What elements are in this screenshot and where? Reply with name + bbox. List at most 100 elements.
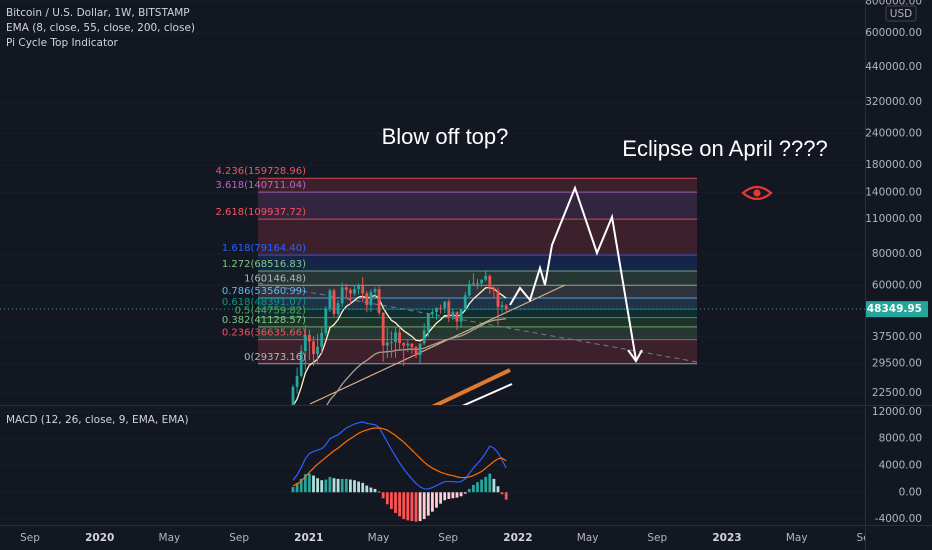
y-tick-label: 240000.00 [865,128,922,140]
x-tick-label: 2023 [712,532,741,544]
histogram-bar [373,488,377,493]
x-tick-label: 2021 [294,532,323,544]
histogram-bar [463,492,467,494]
histogram-bar [328,476,332,493]
fib-retracement [258,177,697,365]
arrow-head [627,349,643,363]
y-tick-label: 600000.00 [865,27,922,39]
candle-body [431,312,434,314]
x-tick-label: May [368,532,390,544]
axes: 800000.00 600000.00 440000.00 320000.00 2400… [215,0,928,525]
histogram-bar [377,491,381,493]
histogram-bar [467,488,471,493]
histogram-bar [443,492,447,501]
x-tick-label: May [786,532,808,544]
histogram-bar [324,479,328,493]
symbol-title: Bitcoin / U.S. Dollar, 1W, BITSTAMP [6,7,190,19]
fib-band [258,178,697,193]
x-tick-label: Sep [647,532,667,544]
fib-label: 3.618(140711.04) [215,180,306,191]
fib-band [258,339,697,364]
histogram-bar [340,478,344,493]
histogram-bar [357,481,360,493]
fib-label: 2.618(109937.72) [215,207,306,218]
currency: USD [890,8,912,20]
histogram-bar [332,478,336,493]
y-tick-label: 180000.00 [865,159,922,171]
candle-body [381,312,385,346]
histogram-bar [426,492,430,516]
fib-band [258,326,697,340]
candle-body [426,313,430,331]
histogram-bar [496,486,500,493]
y-tick-label: 37500.00 [872,331,922,343]
candle-body [328,290,332,309]
candle-body [484,275,488,280]
candle-body [463,295,467,310]
candle-body [472,283,475,285]
histogram-bar [394,492,397,514]
price-pane [0,270,865,405]
candle-body [344,287,348,290]
histogram-bar [451,492,455,499]
x-tick-label: May [577,532,599,544]
candle-body [340,287,344,304]
fib-label: 4.236(159728.96) [215,166,306,177]
projection-drawing [509,185,637,361]
x-tick-label: May [159,532,181,544]
ema-line [292,287,507,405]
candle-body [308,335,311,342]
fib-label: 1(60146.48) [244,273,306,284]
candle-body [320,333,324,347]
y-tick-label: 140000.00 [865,187,922,199]
annotation: Eclipse on April ???? [622,136,827,161]
candle-body [373,289,377,292]
histogram-bar [439,492,442,504]
histogram-bar [406,492,410,521]
fib-band [258,219,697,256]
histogram-bar [344,478,348,493]
histogram-bar [402,492,406,520]
candle-body [291,386,295,405]
x-tick-label: 2020 [85,532,114,544]
candle-body [385,342,389,346]
macd-legend: MACD (12, 26, close, 9, EMA, EMA) [6,414,189,426]
candle-body [414,347,418,356]
candle-body [418,343,422,356]
candle-body [336,303,340,314]
fib-band [258,255,697,271]
fib-label: 0.236(36635.66) [222,328,306,339]
y-tick-label: 110000.00 [865,213,922,225]
candle-body [406,343,410,346]
fib-label: 1.618(79164.40) [222,243,306,254]
candle-body [422,330,426,344]
x-tick-label: Sep [438,532,458,544]
macd-line [292,421,507,490]
candle-body [402,343,406,346]
histogram-bar [418,492,422,522]
histogram-bar [455,492,459,498]
candle-body [480,279,483,284]
candle-body [439,307,442,309]
histogram-bar [414,492,418,522]
signal-line [292,427,507,487]
candle-body [504,305,508,310]
histogram-bar [308,473,311,493]
y-tick-label: -4000.00 [875,513,922,525]
y-tick-label: 440000.00 [865,61,922,73]
histogram-bar [492,478,496,493]
y-tick-label: 60000.00 [872,280,922,292]
histogram-bar [390,492,393,510]
histogram-bar [484,476,488,493]
indicator-legend: EMA (8, close, 55, close, 200, close) [6,22,195,34]
x-tick-label: Sep [229,532,249,544]
candle-body [492,288,496,291]
time-axis: Sep 2020 May Sep 2021 May Sep 2022 May Sep 2023 May… [20,532,865,544]
histogram-bar [365,485,369,493]
candle-body [500,305,504,307]
fib-label: 0.618(48391.07) [222,297,306,308]
candle-body [349,289,352,294]
histogram-bar [435,492,438,508]
currency-badge[interactable] [885,5,917,22]
